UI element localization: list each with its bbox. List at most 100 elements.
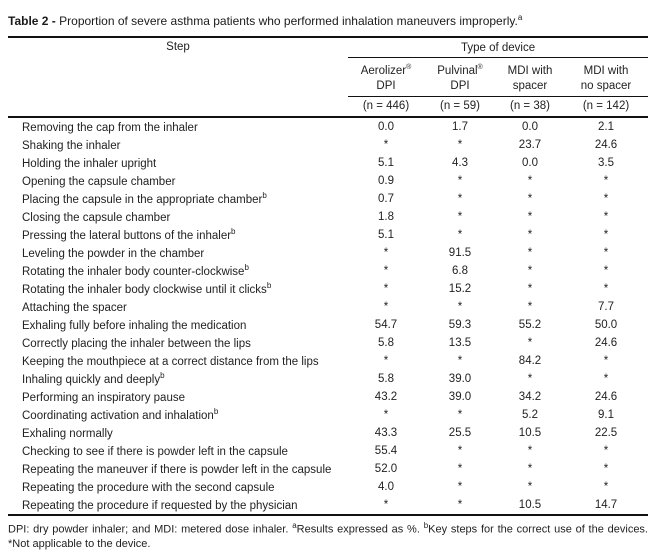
value-cell-mdi-spacer: 23.7 xyxy=(518,138,542,151)
value-cell-mdi-no-spacer: * xyxy=(603,210,609,223)
step-cell: Closing the capsule chamber xyxy=(8,208,348,226)
header-group-row: Step Type of device xyxy=(8,37,649,118)
step-cell: Opening the capsule chamber xyxy=(8,172,348,190)
value-cell-pulvinal: * xyxy=(457,408,463,421)
step-label: Inhaling quickly and deeply xyxy=(22,374,161,387)
step-footnote-marker: b xyxy=(262,191,267,201)
table-title: Table 2 - Proportion of severe asthma pa… xyxy=(8,9,648,30)
table-body: Removing the cap from the inhaler 0.0 1.… xyxy=(8,117,648,515)
table-row: Exhaling normally 43.3 25.5 10.5 22.5 xyxy=(8,424,648,442)
column-header-step: Step xyxy=(8,37,348,118)
value-cell-aerolizer: * xyxy=(383,408,389,421)
value-cell-mdi-spacer: * xyxy=(527,480,533,493)
footnote-marker-a: a xyxy=(292,520,297,530)
step-label: Coordinating activation and inhalation xyxy=(22,410,214,423)
value-cell-aerolizer: 0.9 xyxy=(378,174,394,187)
value-cell-pulvinal: * xyxy=(457,462,463,475)
value-cell-pulvinal: * xyxy=(457,174,463,187)
device-name: Pulvinal xyxy=(437,64,478,77)
table-row: Repeating the procedure if requested by … xyxy=(8,496,648,515)
table-row: Leveling the powder in the chamber * 91.… xyxy=(8,244,648,262)
value-cell-mdi-spacer: * xyxy=(527,282,533,295)
step-label: Closing the capsule chamber xyxy=(22,212,171,225)
value-cell-mdi-spacer: 10.5 xyxy=(518,498,542,511)
table-row: Opening the capsule chamber 0.9 * * * xyxy=(8,172,648,190)
value-cell-aerolizer: 0.0 xyxy=(378,120,394,133)
step-label: Placing the capsule in the appropriate c… xyxy=(22,194,263,207)
value-cell-pulvinal: 59.3 xyxy=(448,318,472,331)
value-cell-mdi-spacer: 34.2 xyxy=(518,390,542,403)
value-cell-mdi-spacer: 55.2 xyxy=(518,318,542,331)
step-footnote-marker: b xyxy=(213,407,219,417)
value-cell-mdi-spacer: * xyxy=(527,336,533,349)
step-cell: Attaching the spacer xyxy=(8,298,348,316)
value-cell-mdi-no-spacer: * xyxy=(603,228,609,241)
value-cell-mdi-no-spacer: * xyxy=(603,444,609,457)
value-cell-pulvinal: 6.8 xyxy=(452,264,468,277)
step-label: Shaking the inhaler xyxy=(22,140,121,153)
value-cell-mdi-no-spacer: * xyxy=(603,480,609,493)
value-cell-pulvinal: 39.0 xyxy=(448,372,472,385)
value-cell-aerolizer: 43.3 xyxy=(374,426,398,439)
value-cell-mdi-spacer: 0.0 xyxy=(522,156,538,169)
step-cell: Pressing the lateral buttons of the inha… xyxy=(8,226,348,244)
step-cell: Exhaling fully before inhaling the medic… xyxy=(8,316,348,334)
step-footnote-marker: b xyxy=(160,371,165,381)
header-device-names-row: Aerolizer® DPI Pulvinal® DPI MDI with space… xyxy=(8,57,649,97)
table-row: Rotating the inhaler body counter-clockw… xyxy=(8,262,648,280)
value-cell-mdi-no-spacer: 50.0 xyxy=(594,318,618,331)
step-label: Repeating the procedure with the second … xyxy=(22,482,275,495)
table-row: Shaking the inhaler * * 23.7 24.6 xyxy=(8,136,648,154)
device-name: MDI with xyxy=(583,64,629,77)
step-cell: Checking to see if there is powder left … xyxy=(8,442,348,460)
step-label: Removing the cap from the inhaler xyxy=(22,122,198,135)
step-cell: Keeping the mouthpiece at a correct dist… xyxy=(8,352,348,370)
table-header: Step Type of device Aerolizer® DPI Pulvin… xyxy=(8,37,649,118)
value-cell-mdi-spacer: * xyxy=(527,210,533,223)
step-cell: Holding the inhaler upright xyxy=(8,154,348,172)
step-label: Repeating the procedure if requested by … xyxy=(22,500,298,513)
device-name: MDI with xyxy=(507,64,553,77)
table-row: Inhaling quickly and deeplyb 5.8 39.0 * … xyxy=(8,370,648,388)
value-cell-aerolizer: * xyxy=(383,264,389,277)
table-row: Keeping the mouthpiece at a correct dist… xyxy=(8,352,648,370)
step-footnote-marker: b xyxy=(266,281,272,291)
value-cell-mdi-spacer: 5.2 xyxy=(522,408,538,421)
step-label: Exhaling fully before inhaling the medic… xyxy=(22,320,247,333)
table-row: Closing the capsule chamber 1.8 * * * xyxy=(8,208,648,226)
table-title-label: Table 2 - xyxy=(8,14,56,28)
table-row: Repeating the maneuver if there is powde… xyxy=(8,460,648,478)
value-cell-mdi-spacer: * xyxy=(527,444,533,457)
table-row: Checking to see if there is powder left … xyxy=(8,442,648,460)
step-cell: Performing an inspiratory pause xyxy=(8,388,348,406)
value-cell-pulvinal: * xyxy=(457,498,463,511)
step-label: Rotating the inhaler body clockwise unti… xyxy=(22,284,267,297)
value-cell-mdi-no-spacer: 24.6 xyxy=(594,390,618,403)
value-cell-pulvinal: 91.5 xyxy=(448,246,472,259)
value-cell-aerolizer: 5.1 xyxy=(378,156,394,169)
column-header-mdi-no-spacer: MDI with no spacer xyxy=(564,57,649,97)
value-cell-aerolizer: 0.7 xyxy=(378,192,394,205)
value-cell-mdi-spacer: * xyxy=(527,192,533,205)
step-cell: Shaking the inhaler xyxy=(8,136,348,154)
table-row: Correctly placing the inhaler between th… xyxy=(8,334,648,352)
value-cell-aerolizer: 5.1 xyxy=(378,228,394,241)
step-cell: Repeating the procedure if requested by … xyxy=(8,496,348,515)
value-cell-pulvinal: 39.0 xyxy=(448,390,472,403)
sample-size-aerolizer: (n = 446) xyxy=(348,96,424,118)
value-cell-mdi-no-spacer: * xyxy=(603,174,609,187)
device-name-line2: spacer xyxy=(512,79,548,92)
registered-mark: ® xyxy=(477,64,483,71)
value-cell-aerolizer: 4.0 xyxy=(378,480,394,493)
sample-size-mdi-no-spacer: (n = 142) xyxy=(564,96,649,118)
value-cell-pulvinal: * xyxy=(457,210,463,223)
value-cell-mdi-spacer: 0.0 xyxy=(522,120,538,133)
value-cell-pulvinal: 1.7 xyxy=(452,120,468,133)
table-row: Pressing the lateral buttons of the inha… xyxy=(8,226,648,244)
value-cell-mdi-no-spacer: * xyxy=(603,246,609,259)
step-label: Checking to see if there is powder left … xyxy=(22,446,288,459)
step-cell: Leveling the powder in the chamber xyxy=(8,244,348,262)
table-title-text: Proportion of severe asthma patients who… xyxy=(59,14,518,28)
value-cell-mdi-spacer: * xyxy=(527,246,533,259)
device-name-line2: DPI xyxy=(376,79,396,92)
